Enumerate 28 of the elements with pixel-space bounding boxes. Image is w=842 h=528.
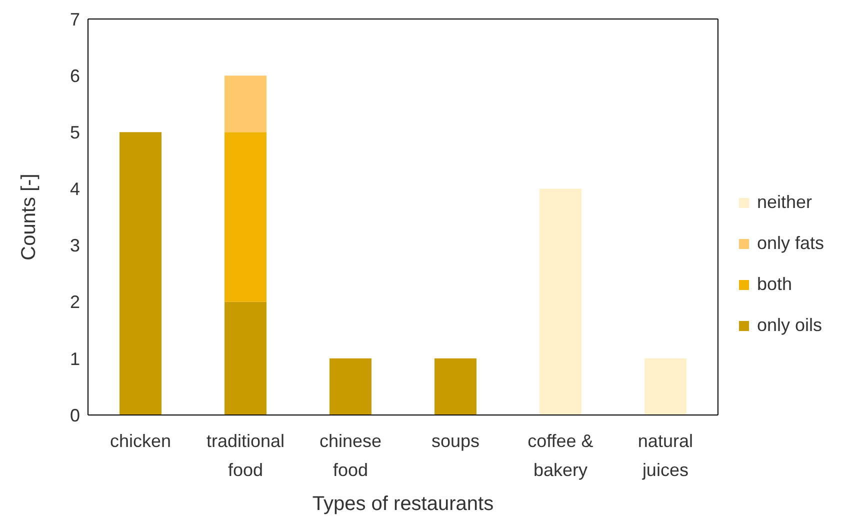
y-tick-label: 2 [70, 292, 80, 312]
y-tick-label: 1 [70, 348, 80, 369]
x-tick-label: chicken [110, 431, 172, 452]
bar [224, 76, 266, 132]
x-tick-label: chinese food [319, 431, 382, 480]
x-tick-label: traditional food [206, 431, 285, 480]
legend-label: only oils [756, 315, 822, 336]
x-axis-title: Types of restaurants [312, 493, 494, 515]
y-tick-label: 0 [70, 405, 80, 426]
y-axis-title: Counts [-] [18, 174, 40, 260]
y-tick-label: 6 [70, 66, 80, 86]
y-tick-label: 4 [70, 179, 80, 200]
bar [539, 188, 582, 415]
x-tick-label: coffee & bakery [528, 431, 594, 480]
x-tick-label: natural juices [638, 431, 693, 480]
bar [644, 358, 686, 415]
bar [224, 132, 266, 302]
bar [120, 132, 162, 415]
bar [329, 358, 372, 415]
legend-label: only fats [756, 233, 824, 254]
legend-label: both [756, 274, 792, 295]
bar [434, 358, 476, 415]
bar [224, 302, 266, 415]
legend-label: neither [756, 192, 812, 213]
y-tick-label: 5 [70, 122, 80, 143]
y-tick-label: 3 [70, 236, 80, 256]
y-tick-label: 7 [70, 9, 80, 30]
x-tick-label: soups [431, 431, 480, 452]
